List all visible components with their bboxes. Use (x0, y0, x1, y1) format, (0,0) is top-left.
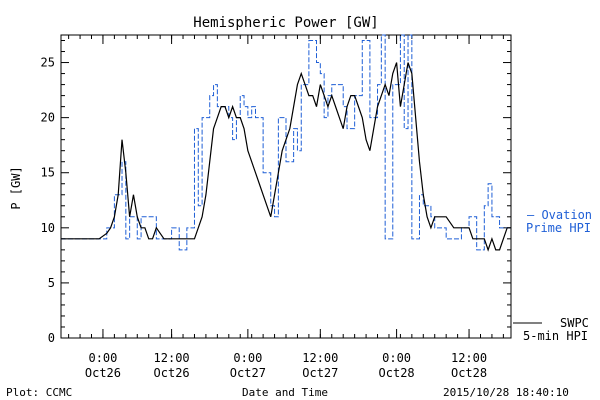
legend-ovation: – Ovation Prime HPI (526, 208, 592, 235)
x-tick-date: Oct28 (451, 366, 487, 380)
x-tick-time: 0:00 (233, 351, 262, 365)
legend-ovation-line2: Prime HPI (526, 221, 591, 235)
y-tick-label: 25 (41, 56, 55, 70)
x-tick-time: 0:00 (88, 351, 117, 365)
y-tick-label: 0 (48, 331, 55, 345)
y-axis-label: P [GW] (9, 166, 23, 209)
footer-timestamp: 2015/10/28 18:40:10 (443, 386, 569, 399)
series-swpc-5min-hpi (61, 62, 511, 252)
legend-swpc-line1: SWPC (560, 316, 589, 330)
x-tick-time: 12:00 (451, 351, 487, 365)
legend-swpc: SWPC 5-min HPI (513, 316, 589, 343)
legend-swpc-line2: 5-min HPI (523, 329, 588, 343)
x-tick-time: 12:00 (302, 351, 338, 365)
y-tick-label: 10 (41, 221, 55, 235)
series-layer (61, 34, 511, 252)
x-tick-date: Oct26 (85, 366, 121, 380)
y-tick-label: 15 (41, 166, 55, 180)
x-tick-date: Oct27 (230, 366, 266, 380)
x-tick-time: 0:00 (382, 351, 411, 365)
x-tick-time: 12:00 (154, 351, 190, 365)
x-axis-label: Date and Time (242, 386, 328, 399)
footer-credit: Plot: CCMC (6, 386, 72, 399)
series-ovation-prime-hpi (61, 34, 511, 251)
legend-ovation-line1: – Ovation (527, 208, 592, 222)
y-tick-label: 5 (48, 276, 55, 290)
x-axis-ticks: 0:00Oct2612:00Oct260:00Oct2712:00Oct270:… (68, 35, 504, 380)
y-axis-ticks: 0 5 10 15 20 25 (41, 40, 511, 345)
chart-title: Hemispheric Power [GW] (193, 15, 378, 31)
plot-area (60, 34, 512, 339)
x-tick-date: Oct27 (302, 366, 338, 380)
x-tick-date: Oct28 (379, 366, 415, 380)
y-tick-label: 20 (41, 111, 55, 125)
x-tick-date: Oct26 (154, 366, 190, 380)
